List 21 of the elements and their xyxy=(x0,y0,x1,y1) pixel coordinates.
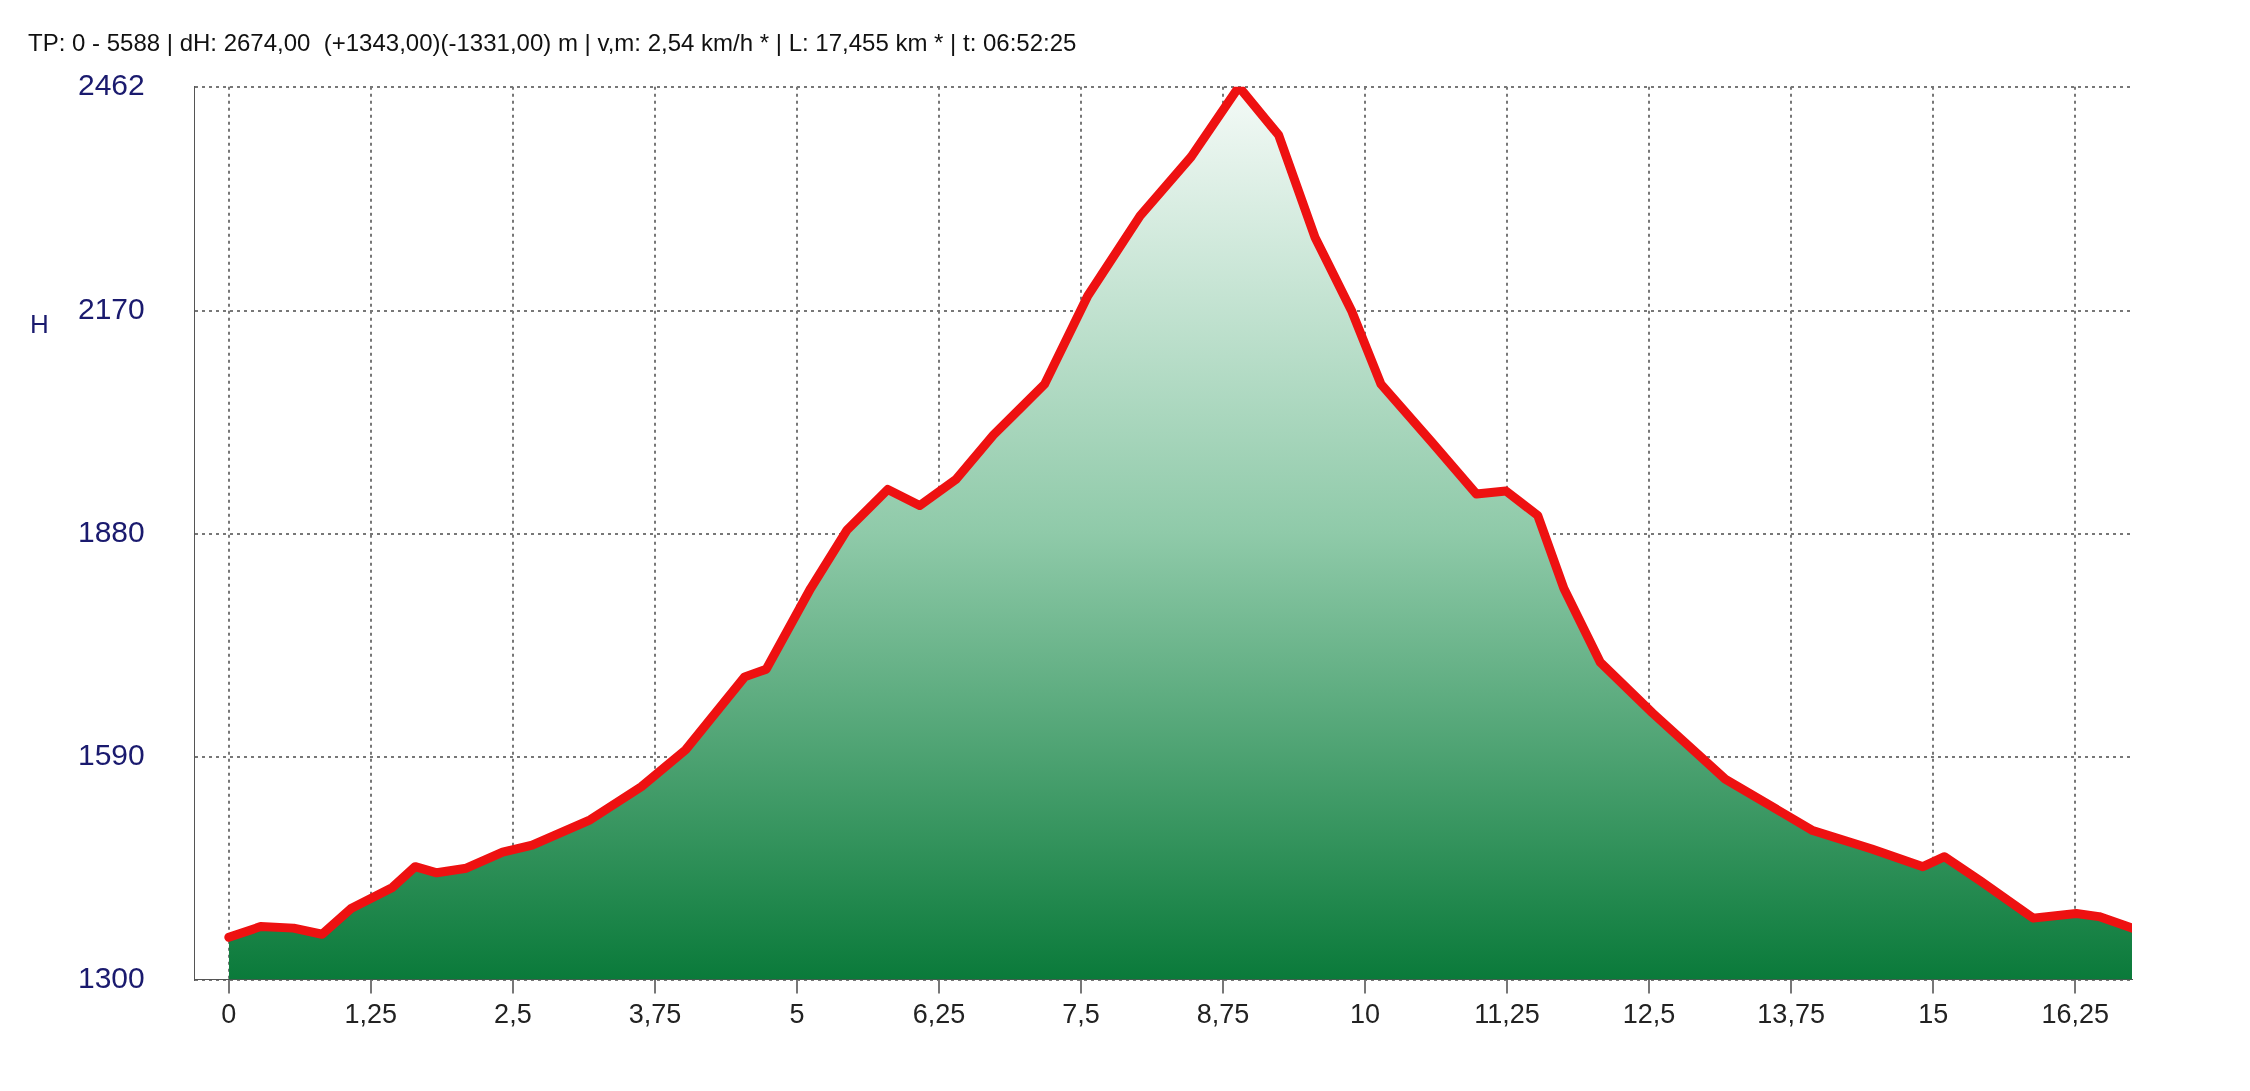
x-tick-label: 7,5 xyxy=(1062,999,1100,1030)
x-tick-label: 12,5 xyxy=(1622,999,1676,1030)
x-tick-label: 16,25 xyxy=(2041,999,2109,1030)
x-tick-label: 10 xyxy=(1350,999,1381,1030)
chart-title: TP: 0 - 5588 | dH: 2674,00 (+1343,00)(-1331,00) m | v,m: 2,54 km/h * | L: 17,455 km * | t: 06:52:25 xyxy=(28,29,1077,57)
y-tick-label: 1880 xyxy=(77,515,145,549)
x-tick-label: 15 xyxy=(1918,999,1949,1030)
x-tick-label: 13,75 xyxy=(1757,999,1825,1030)
y-axis-title: H xyxy=(30,309,49,340)
x-tick-label: 1,25 xyxy=(344,999,398,1030)
x-tick-label: 6,25 xyxy=(912,999,966,1030)
y-tick-label: 2170 xyxy=(77,292,145,326)
y-tick-label: 2462 xyxy=(77,68,145,102)
x-tick-label: 11,25 xyxy=(1474,999,1540,1030)
x-tick-label: 8,75 xyxy=(1196,999,1250,1030)
y-tick-label: 1590 xyxy=(77,738,145,772)
x-tick-label: 5 xyxy=(789,999,805,1030)
x-tick-label: 3,75 xyxy=(628,999,682,1030)
x-tick-label: 0 xyxy=(221,999,237,1030)
x-tick-label: 2,5 xyxy=(494,999,532,1030)
y-tick-label: 1300 xyxy=(77,960,145,994)
